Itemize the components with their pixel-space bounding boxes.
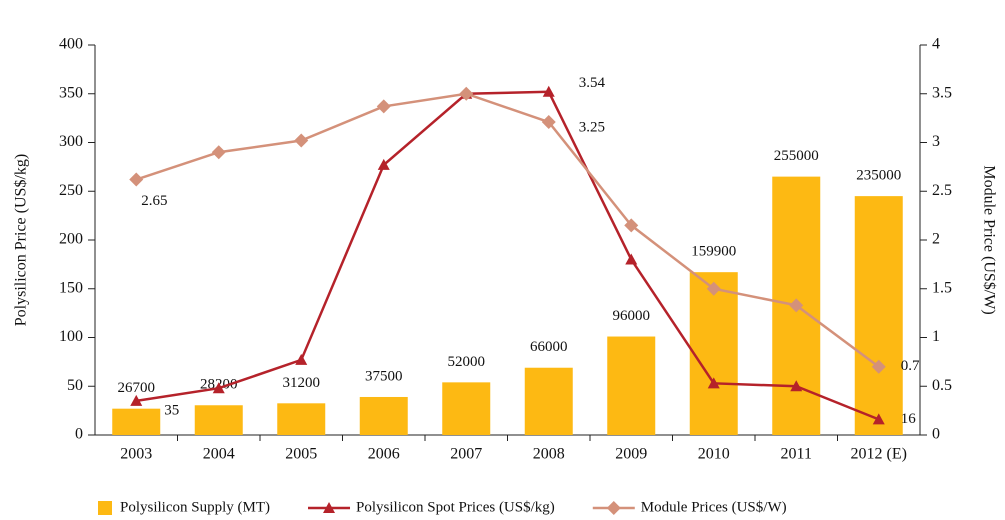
bar-value-label: 31200 [283, 375, 321, 391]
y2-tick-label: 0.5 [932, 377, 952, 394]
y-tick-label: 200 [59, 231, 83, 248]
y2-tick-label: 3 [932, 133, 940, 150]
bar-value-label: 255000 [774, 148, 819, 164]
point-marker [790, 380, 803, 392]
x-tick-label: 2012 (E) [851, 446, 907, 463]
point-marker [625, 253, 638, 265]
bar [442, 382, 491, 435]
x-tick-label: 2004 [203, 446, 235, 463]
y-tick-label: 150 [59, 279, 83, 296]
bar [689, 272, 738, 435]
y2-tick-label: 1 [932, 328, 940, 345]
point-marker [294, 133, 309, 148]
y-tick-label: 100 [59, 328, 83, 345]
point-marker [542, 85, 555, 97]
y-axis-label: Polysilicon Price (US$/kg) [13, 154, 30, 326]
x-tick-label: 2005 [285, 446, 317, 463]
annotation: 16 [901, 411, 917, 427]
bar-value-label: 26700 [118, 380, 156, 396]
legend-label: Module Prices (US$/W) [641, 499, 787, 515]
legend-label: Polysilicon Spot Prices (US$/kg) [356, 499, 555, 515]
y2-tick-label: 3.5 [932, 84, 952, 101]
legend-marker [606, 501, 621, 515]
bar [854, 196, 903, 435]
y2-tick-label: 2 [932, 231, 940, 248]
point-marker [789, 298, 804, 313]
bar [277, 403, 326, 435]
point-marker [459, 86, 474, 101]
legend-swatch [98, 501, 112, 515]
point-marker [376, 99, 391, 114]
point-marker [624, 218, 639, 233]
annotation: 3.54 [579, 75, 606, 91]
x-tick-label: 2008 [533, 446, 565, 463]
bar-value-label: 52000 [448, 354, 486, 370]
line-series [136, 90, 880, 421]
point-marker [212, 382, 225, 394]
y2-tick-label: 4 [932, 36, 940, 53]
y2-tick-label: 2.5 [932, 182, 952, 199]
y-tick-label: 50 [67, 377, 83, 394]
point-marker [707, 377, 720, 389]
bar-value-label: 235000 [856, 168, 901, 184]
bar-value-label: 66000 [530, 339, 568, 355]
x-tick-label: 2010 [698, 446, 730, 463]
bar [194, 405, 243, 435]
bar-value-label: 37500 [365, 368, 403, 384]
y2-axis-label: Module Price (US$/W) [980, 165, 997, 314]
bar-value-label: 96000 [613, 308, 651, 324]
y-tick-label: 400 [59, 36, 83, 53]
legend-marker [323, 502, 336, 513]
bar-value-label: 159900 [691, 244, 736, 260]
x-tick-label: 2007 [450, 446, 482, 463]
y2-tick-label: 0 [932, 426, 940, 443]
point-marker [541, 115, 556, 130]
y-tick-label: 0 [75, 426, 83, 443]
y-tick-label: 250 [59, 182, 83, 199]
annotation: 2.65 [141, 193, 167, 209]
point-marker [377, 158, 390, 170]
y-tick-label: 300 [59, 133, 83, 150]
annotation: 0.7 [901, 358, 920, 374]
x-tick-label: 2003 [120, 446, 152, 463]
x-tick-label: 2006 [368, 446, 400, 463]
y-tick-label: 350 [59, 84, 83, 101]
point-marker [872, 413, 885, 425]
point-marker [871, 359, 886, 374]
legend-label: Polysilicon Supply (MT) [120, 499, 270, 515]
point-marker [130, 394, 143, 406]
x-tick-label: 2011 [781, 446, 812, 463]
annotation: 35 [164, 402, 179, 418]
point-marker [211, 145, 226, 160]
x-tick-label: 2009 [615, 446, 647, 463]
point-marker [295, 353, 308, 365]
y2-tick-label: 1.5 [932, 279, 952, 296]
annotation: 3.25 [579, 119, 605, 135]
bar [112, 408, 161, 435]
bar [359, 396, 408, 435]
point-marker [129, 172, 144, 187]
point-marker [706, 281, 721, 296]
bar [524, 367, 573, 435]
line-series [135, 92, 880, 368]
bar [607, 336, 656, 435]
